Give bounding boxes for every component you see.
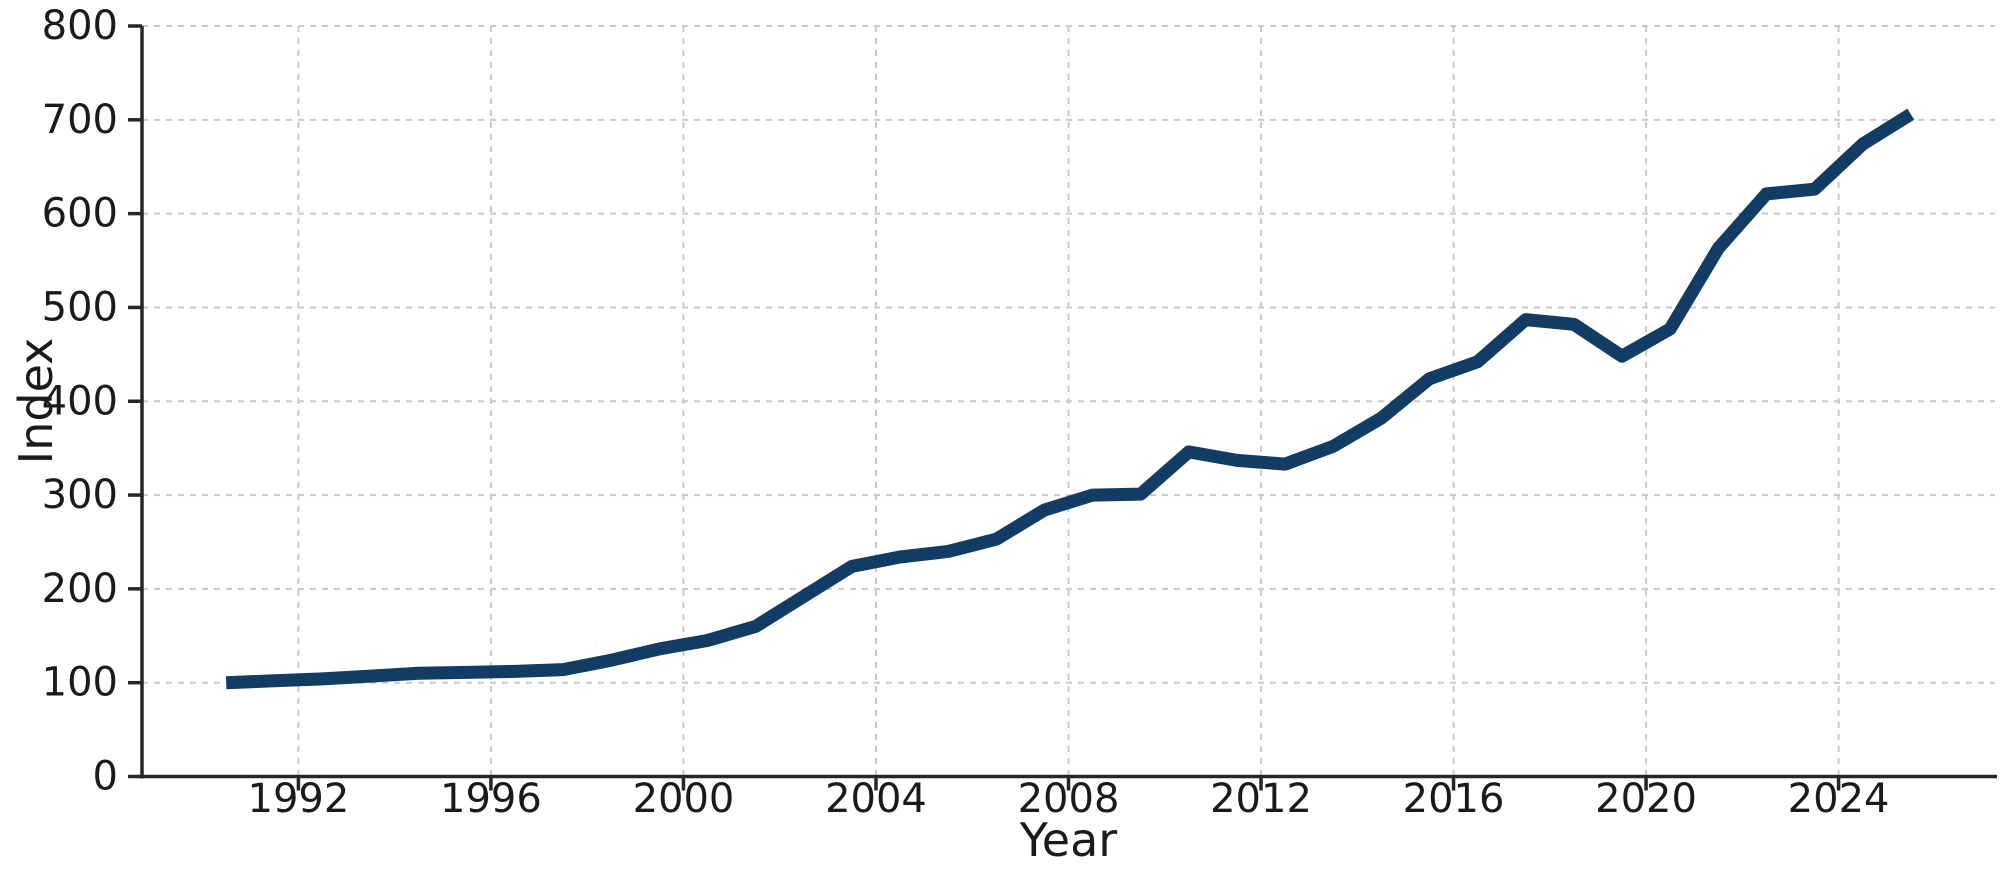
y-tick-label: 700 bbox=[42, 97, 118, 143]
y-tick-label: 500 bbox=[42, 284, 118, 330]
x-tick-label: 2000 bbox=[633, 776, 735, 822]
x-tick-label: 2024 bbox=[1788, 776, 1890, 822]
x-tick-label: 2020 bbox=[1595, 776, 1697, 822]
x-tick-label: 1996 bbox=[440, 776, 542, 822]
x-tick-label: 2012 bbox=[1210, 776, 1312, 822]
y-tick-label: 0 bbox=[93, 754, 118, 800]
y-tick-label: 200 bbox=[42, 566, 118, 612]
x-tick-label: 2004 bbox=[825, 776, 927, 822]
y-tick-label: 300 bbox=[42, 472, 118, 518]
y-tick-label: 100 bbox=[42, 660, 118, 706]
y-tick-label: 600 bbox=[42, 191, 118, 237]
x-tick-label: 1992 bbox=[248, 776, 350, 822]
index-line-series bbox=[225, 108, 1915, 690]
tick-labels: 0 100 200 300 400 500 600 700 800 1992 1996 2000 200… bbox=[42, 3, 1890, 822]
y-tick-label: 800 bbox=[42, 3, 118, 49]
x-tick-label: 2008 bbox=[1018, 776, 1120, 822]
x-axis-title: Year bbox=[1019, 813, 1117, 867]
x-tick-label: 2016 bbox=[1403, 776, 1505, 822]
tick-marks bbox=[128, 24, 1841, 791]
y-axis-title: Index bbox=[9, 338, 63, 465]
y-tick-label: 400 bbox=[42, 378, 118, 424]
gridlines bbox=[142, 25, 1995, 778]
series-layer bbox=[225, 108, 1915, 690]
